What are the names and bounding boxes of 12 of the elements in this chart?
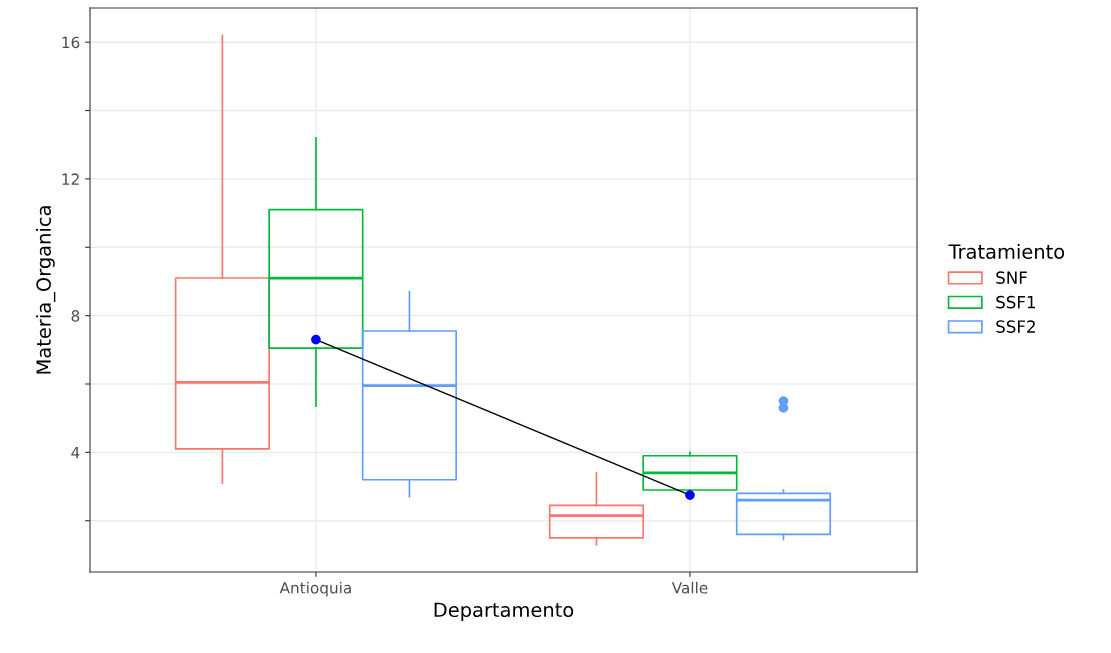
y-axis-title: Materia_Organica: [35, 206, 56, 374]
x-axis-title: Departamento: [434, 602, 574, 621]
x-tick-label: Antioquia: [279, 581, 351, 597]
legend-title: Tratamiento: [948, 243, 1065, 259]
y-tick-label: 16: [62, 36, 80, 49]
legend-label: SSF1: [996, 295, 1036, 309]
legend-label: SSF2: [996, 320, 1035, 333]
x-tick-label: Valle: [671, 581, 708, 594]
legend-label: SNF: [996, 271, 1027, 284]
y-tick-label: 4: [71, 447, 80, 459]
y-tick-label: 8: [71, 310, 80, 322]
y-tick-label: 12: [62, 173, 79, 185]
